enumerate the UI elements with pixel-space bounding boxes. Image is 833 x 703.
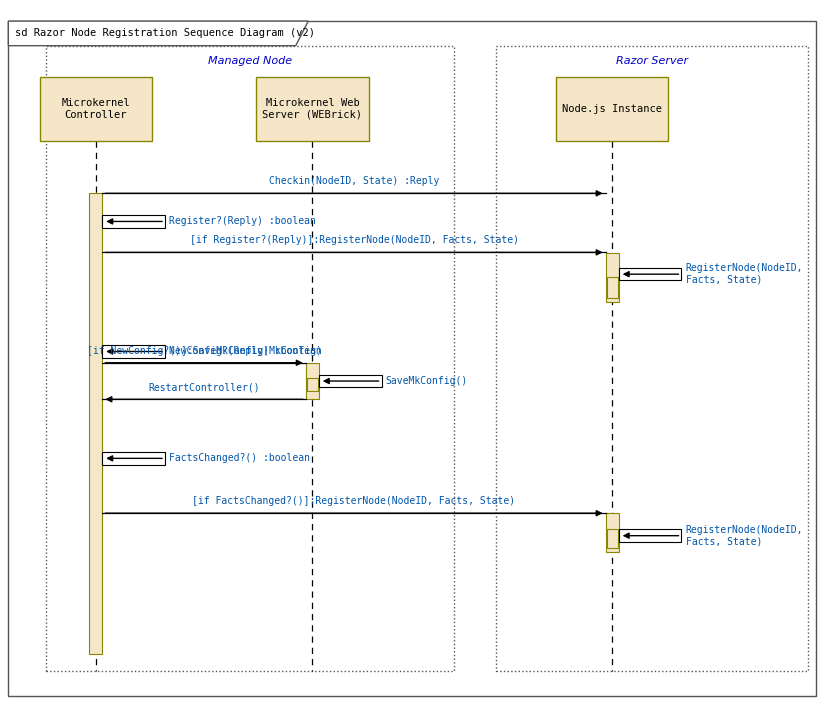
Text: NewConfig?(Reply) :boolean: NewConfig?(Reply) :boolean: [169, 347, 322, 356]
Text: SaveMkConfig(): SaveMkConfig(): [386, 376, 468, 386]
Text: RestartController(): RestartController(): [148, 382, 260, 392]
Bar: [496, 46, 808, 671]
Text: RegisterNode(NodeID,
Facts, State): RegisterNode(NodeID, Facts, State): [686, 264, 803, 285]
Text: [if Register?(Reply)]:RegisterNode(NodeID, Facts, State): [if Register?(Reply)]:RegisterNode(NodeI…: [190, 236, 518, 245]
Bar: [619, 268, 681, 280]
Text: Checkin(NodeID, State) :Reply: Checkin(NodeID, State) :Reply: [269, 176, 439, 186]
Bar: [102, 452, 165, 465]
Bar: [606, 253, 619, 302]
Bar: [102, 345, 165, 358]
Text: Microkernel Web
Server (WEBrick): Microkernel Web Server (WEBrick): [262, 98, 362, 120]
Text: Managed Node: Managed Node: [208, 56, 292, 66]
Bar: [606, 529, 618, 548]
Bar: [40, 77, 152, 141]
Bar: [319, 375, 382, 387]
Bar: [307, 378, 318, 391]
Text: Razor Server: Razor Server: [616, 56, 688, 66]
Bar: [89, 193, 102, 654]
Text: Register?(Reply) :boolean: Register?(Reply) :boolean: [169, 217, 316, 226]
Text: RegisterNode(NodeID,
Facts, State): RegisterNode(NodeID, Facts, State): [686, 525, 803, 546]
Text: Node.js Instance: Node.js Instance: [562, 104, 662, 114]
Bar: [606, 277, 618, 298]
Bar: [306, 363, 319, 399]
Text: [if FactsChanged?()]:RegisterNode(NodeID, Facts, State): [if FactsChanged?()]:RegisterNode(NodeID…: [192, 496, 516, 506]
Text: FactsChanged?() :boolean: FactsChanged?() :boolean: [169, 453, 310, 463]
Bar: [46, 46, 454, 671]
Polygon shape: [8, 21, 308, 46]
Bar: [606, 513, 619, 552]
Text: [if NewConfig?()]:SaveMkConfig(MkConfig): [if NewConfig?()]:SaveMkConfig(MkConfig): [87, 346, 322, 356]
Bar: [256, 77, 368, 141]
Bar: [619, 529, 681, 542]
Bar: [102, 215, 165, 228]
Bar: [556, 77, 668, 141]
Text: Microkernel
Controller: Microkernel Controller: [62, 98, 130, 120]
Text: sd Razor Node Registration Sequence Diagram (v2): sd Razor Node Registration Sequence Diag…: [15, 28, 315, 39]
